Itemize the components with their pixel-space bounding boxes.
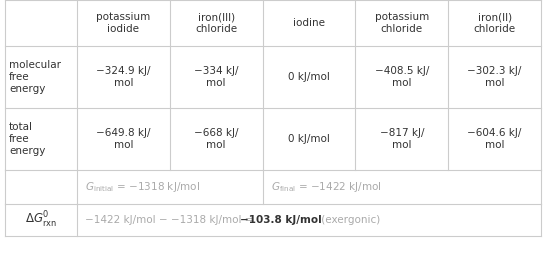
Text: −302.3 kJ/
mol: −302.3 kJ/ mol [467,66,522,88]
Text: $G_{\mathrm{final}}$ = −1422 kJ/mol: $G_{\mathrm{final}}$ = −1422 kJ/mol [271,180,381,194]
Text: potassium
iodide: potassium iodide [96,12,151,34]
Text: −103.8 kJ/mol: −103.8 kJ/mol [240,215,322,225]
Text: $\Delta G^0_{\mathrm{rxn}}$: $\Delta G^0_{\mathrm{rxn}}$ [25,210,57,230]
Text: −604.6 kJ/
mol: −604.6 kJ/ mol [467,128,522,150]
Text: molecular
free
energy: molecular free energy [9,60,61,94]
Text: iron(III)
chloride: iron(III) chloride [195,12,238,34]
Text: 0 kJ/mol: 0 kJ/mol [288,134,330,144]
Text: 0 kJ/mol: 0 kJ/mol [288,72,330,82]
Text: $G_{\mathrm{initial}}$ = −1318 kJ/mol: $G_{\mathrm{initial}}$ = −1318 kJ/mol [85,180,200,194]
Text: iodine: iodine [293,18,325,28]
Text: potassium
chloride: potassium chloride [375,12,429,34]
Text: −668 kJ/
mol: −668 kJ/ mol [194,128,239,150]
Text: −1422 kJ/mol − −1318 kJ/mol =: −1422 kJ/mol − −1318 kJ/mol = [85,215,257,225]
Text: (exergonic): (exergonic) [318,215,380,225]
Text: −408.5 kJ/
mol: −408.5 kJ/ mol [375,66,429,88]
Text: −334 kJ/
mol: −334 kJ/ mol [194,66,239,88]
Text: −649.8 kJ/
mol: −649.8 kJ/ mol [96,128,151,150]
Text: iron(II)
chloride: iron(II) chloride [473,12,515,34]
Text: −324.9 kJ/
mol: −324.9 kJ/ mol [96,66,151,88]
Text: total
free
energy: total free energy [9,122,45,156]
Text: −817 kJ/
mol: −817 kJ/ mol [379,128,424,150]
